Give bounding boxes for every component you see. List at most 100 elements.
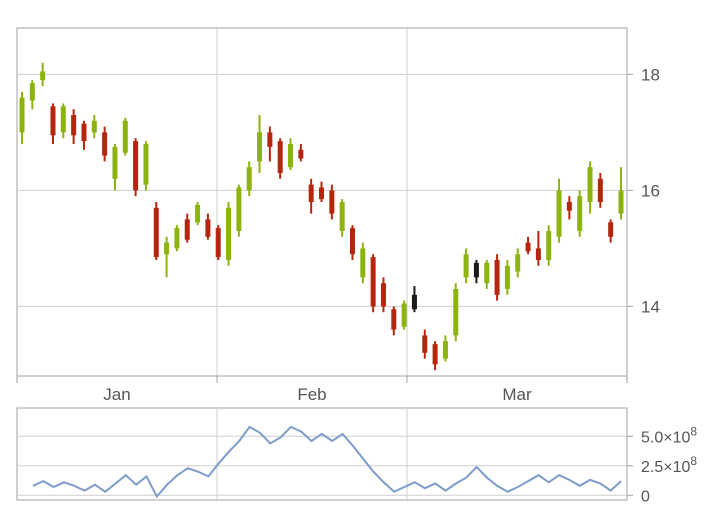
candle-body	[91, 120, 97, 133]
candle	[122, 117, 128, 156]
candle	[102, 126, 108, 162]
candle	[91, 115, 97, 139]
candle	[71, 109, 77, 144]
candle-body	[577, 196, 583, 231]
candle-body	[556, 190, 562, 237]
candlestick-series	[19, 62, 624, 371]
candle-body	[215, 228, 221, 258]
candle	[556, 178, 562, 243]
candle	[308, 178, 314, 214]
candle	[329, 184, 335, 220]
month-label: Mar	[502, 385, 532, 404]
candle-body	[205, 219, 211, 237]
price-tick-label: 18	[641, 65, 660, 84]
candle-body	[515, 254, 521, 272]
candle-body	[339, 202, 345, 231]
candle-body	[184, 219, 190, 240]
candle	[29, 80, 35, 110]
candle	[349, 225, 355, 260]
candle-body	[535, 248, 541, 260]
candle	[515, 248, 521, 278]
candle	[205, 213, 211, 240]
candle	[618, 167, 624, 220]
candle	[60, 103, 66, 139]
price-tick-label: 16	[641, 181, 660, 200]
candle	[473, 260, 479, 284]
candle	[566, 196, 572, 220]
candle	[608, 219, 614, 243]
candle	[164, 236, 170, 278]
candle	[133, 138, 139, 197]
month-label: Jan	[103, 385, 130, 404]
candle	[40, 62, 46, 86]
candle	[597, 173, 603, 208]
volume-gridlines	[17, 408, 627, 500]
candle-body	[122, 120, 128, 153]
candle-body	[164, 242, 170, 255]
candle	[339, 199, 345, 237]
candle	[277, 138, 283, 179]
volume-tick-label: 0	[641, 488, 650, 505]
date-x-axis: Jan Feb Mar	[16, 376, 628, 404]
candle	[504, 260, 510, 295]
candle-body	[71, 115, 77, 136]
candle-body	[298, 149, 304, 159]
candle-body	[566, 202, 572, 211]
candle	[143, 141, 149, 191]
candle-body	[267, 132, 273, 147]
volume-tick-exponent: 8	[690, 454, 697, 468]
candle-body	[19, 97, 25, 133]
candle-body	[81, 123, 87, 142]
volume-tick-mantissa: 2.5×10	[641, 459, 690, 476]
candle	[577, 190, 583, 237]
price-tick-label: 14	[641, 297, 660, 316]
candle-body	[484, 262, 490, 284]
candle-body	[411, 294, 417, 310]
candle	[298, 144, 304, 162]
candle-body	[422, 335, 428, 353]
candle-body	[277, 141, 283, 173]
candle	[153, 202, 159, 260]
candle-body	[401, 303, 407, 327]
candle-body	[319, 187, 324, 200]
volume-y-axis: 0 2.5×108 5.0×108	[627, 424, 697, 505]
candle	[484, 260, 490, 289]
candle	[422, 329, 428, 359]
candle	[442, 335, 448, 362]
candle-body	[442, 341, 448, 359]
candle-body	[236, 187, 242, 231]
candle	[432, 341, 438, 371]
candle	[546, 225, 552, 266]
candle	[391, 306, 397, 336]
candle-body	[246, 167, 252, 191]
candle-body	[494, 260, 500, 295]
candle-body	[370, 257, 376, 307]
candle-body	[257, 132, 263, 162]
candle-body	[133, 141, 139, 191]
candle	[587, 161, 593, 214]
candle-body	[102, 132, 108, 156]
candle-body	[525, 242, 531, 252]
candle	[453, 283, 459, 342]
candle	[226, 202, 232, 266]
price-y-axis: 14 16 18	[627, 65, 660, 316]
candle-body	[432, 344, 438, 365]
volume-tick-mantissa: 5.0×10	[641, 429, 690, 446]
candle	[401, 300, 407, 330]
candle-body	[391, 309, 397, 330]
volume-tick-label: 5.0×108	[641, 424, 697, 446]
candle-body	[453, 289, 459, 336]
volume-plot-frame	[16, 407, 628, 501]
candle	[411, 286, 417, 313]
candle	[112, 144, 118, 191]
candle	[215, 225, 221, 260]
candle-body	[60, 106, 66, 133]
candle-body	[587, 167, 593, 202]
candle-body	[349, 228, 355, 255]
candle	[463, 248, 469, 284]
candle-body	[380, 283, 386, 307]
candle	[525, 236, 531, 255]
candle-body	[504, 265, 510, 289]
candle-body	[473, 262, 479, 278]
